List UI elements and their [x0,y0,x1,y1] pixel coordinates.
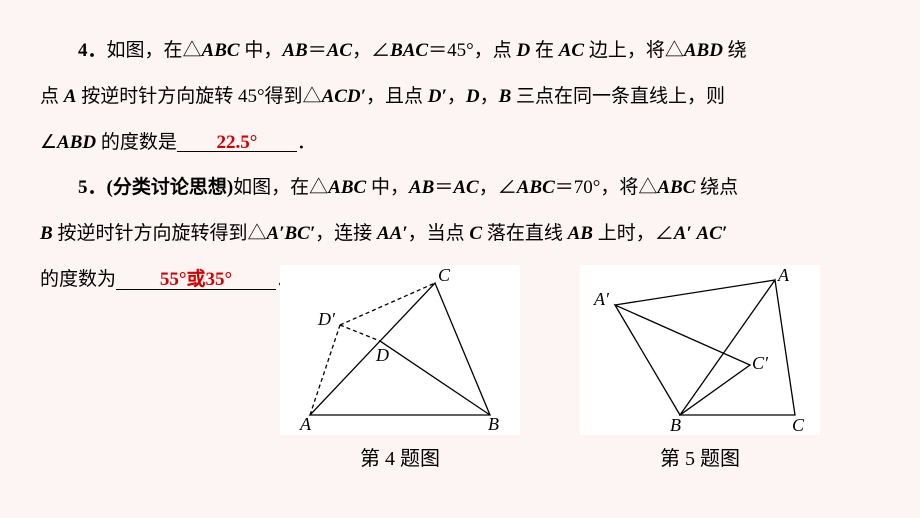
t: ＝ [434,177,453,198]
t: ，∠ [479,177,517,198]
label-A: A [777,265,790,285]
problem-5-line2: B 按逆时针方向旋转得到△A′BC′，连接 AA′，当点 C 落在直线 AB 上… [40,213,880,255]
t: 绕点 [695,177,738,198]
t: 如图，在△ [233,177,328,198]
t: 的度数是 [96,132,177,153]
t: ＝70°，将△ [555,177,658,198]
answer-blank-5: 55°或35° [116,269,276,290]
t: ＝ [308,40,327,61]
t: D′ [428,86,447,107]
t: ABD [684,40,723,61]
t: 三点在同一条直线上，则 [511,86,725,107]
label-Dp: D′ [317,309,336,329]
t: ABC [202,40,240,61]
t: ，∠ [352,40,390,61]
answer-4: 22.5° [216,132,257,153]
t: AA′ [377,223,408,244]
t: AB [568,223,593,244]
figure-4: A B C D D′ 第 4 题图 [280,265,520,481]
t: 的度数为 [40,269,116,290]
problem-4-number: 4． [78,40,107,61]
t: ＝45°，点 [428,40,516,61]
t: BAC [390,40,428,61]
t: AC′ [697,223,728,244]
t: ∠ [40,132,57,153]
label-B: B [488,414,499,434]
label-C: C [438,265,451,285]
figures-row: A B C D D′ 第 4 题图 A B C A′ [220,265,880,481]
t: ． [297,132,316,153]
t: ABC [657,177,695,198]
t: 中， [240,40,283,61]
problem-5-hint: (分类讨论思想) [107,177,234,198]
t: AC [327,40,352,61]
t: ， [447,86,466,107]
t: D [516,40,530,61]
figure-4-svg: A B C D D′ [280,265,520,435]
label-A: A [299,414,312,434]
t: AB [282,40,307,61]
figure-5-svg: A B C A′ C′ [580,265,820,435]
t: 中， [366,177,409,198]
label-D: D [375,345,389,365]
figure-5-caption: 第 5 题图 [660,437,740,481]
t: AC [559,40,584,61]
problem-4-line3: ∠ABD 的度数是 22.5° ． [40,122,880,164]
t: B [499,86,512,107]
t: 按逆时针方向旋转 45°得到△ [76,86,321,107]
t: A′ [674,223,692,244]
t: 落在直线 [482,223,568,244]
problem-4-line2: 点 A 按逆时针方向旋转 45°得到△ACD′，且点 D′，D，B 三点在同一条… [40,76,880,118]
t: ACD′ [322,86,366,107]
figure-5: A B C A′ C′ 第 5 题图 [580,265,820,481]
problem-5-number: 5． [78,177,107,198]
answer-blank-4: 22.5° [177,132,297,153]
t: ，且点 [366,86,428,107]
t: AC [453,177,478,198]
t: 边上，将△ [584,40,684,61]
t: ABD [57,132,96,153]
label-B: B [670,415,681,435]
t: A [64,86,77,107]
t: A′BC′ [266,223,315,244]
t: D [466,86,480,107]
answer-5: 55°或35° [160,269,232,290]
t: ABC [517,177,555,198]
t: 在 [530,40,559,61]
t: 绕 [723,40,747,61]
t: 如图，在△ [107,40,202,61]
problem-5: 5．(分类讨论思想)如图，在△ABC 中，AB＝AC，∠ABC＝70°，将△AB… [40,167,880,209]
t: ，连接 [315,223,377,244]
t: ABC [328,177,366,198]
t: 上时，∠ [593,223,674,244]
label-Ap: A′ [593,289,610,309]
t: ， [480,86,499,107]
label-Cp: C′ [752,353,769,373]
t: 点 [40,86,64,107]
label-C: C [792,415,805,435]
t: AB [409,177,434,198]
t: ，当点 [408,223,470,244]
figure-4-caption: 第 4 题图 [360,437,440,481]
t: B [40,223,53,244]
t: 按逆时针方向旋转得到△ [53,223,267,244]
t: C [469,223,482,244]
problem-4: 4．如图，在△ABC 中，AB＝AC，∠BAC＝45°，点 D 在 AC 边上，… [40,30,880,72]
